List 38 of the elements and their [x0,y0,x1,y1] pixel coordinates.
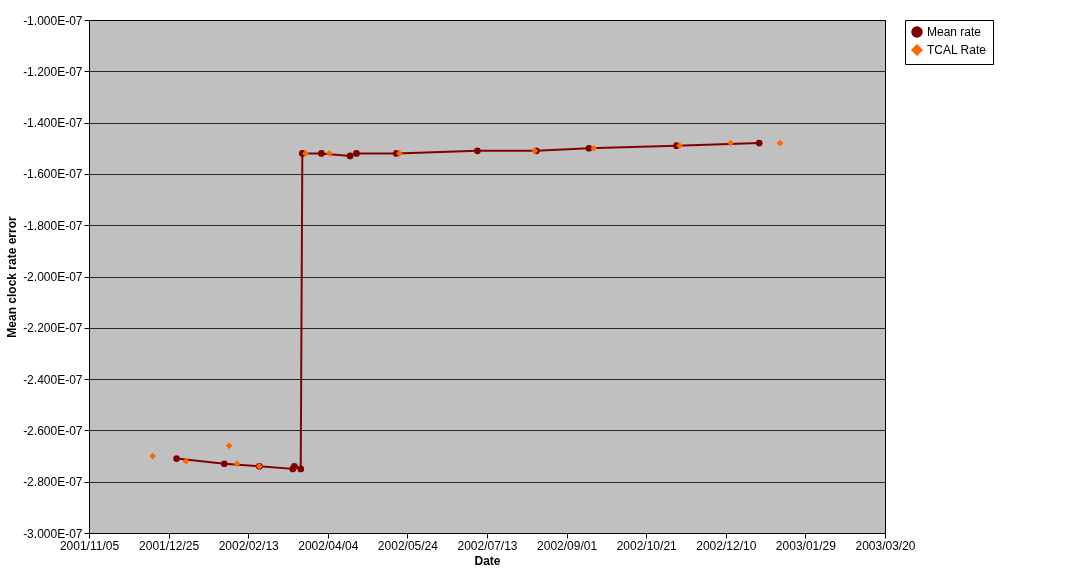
point [233,460,241,468]
x-tick-label: 2001/11/05 [59,538,120,553]
y-tick-label: -2.600E-07 [23,423,83,438]
x-tick-label: 2002/10/21 [616,538,678,553]
y-tick-label: -3.000E-07 [23,526,83,541]
y-tick-label: -1.600E-07 [23,167,83,182]
x-tick-label: 2001/12/25 [139,538,200,553]
y-tick-label: -2.000E-07 [23,270,83,284]
x-tick-label: 2002/12/10 [696,538,757,553]
y-tick-label: -2.200E-07 [23,321,83,336]
x-tick-label: 2002/04/04 [298,538,359,553]
x-tick-label: 2003/03/20 [855,538,916,553]
point [225,442,233,450]
x-tick-label: 2002/07/13 [457,538,518,553]
y-tick-label: -1.800E-07 [23,218,83,233]
x-tick-label: 2003/01/29 [775,538,837,553]
point [776,139,784,147]
point [149,452,157,460]
point [590,144,598,152]
point [182,457,190,465]
y-tick-label: -1.200E-07 [23,64,83,79]
y-tick-label: -2.400E-07 [23,372,83,387]
x-tick-label: 2002/05/24 [377,538,439,553]
point [353,150,360,157]
legend-label: Mean rate [927,25,982,39]
point [318,150,325,157]
x-axis-title: Date [474,553,501,568]
point [727,139,734,147]
x-tick-label: 2002/09/01 [537,538,598,553]
legend-label: TCAL Rate [927,43,987,57]
point [396,150,403,157]
y-tick-label: -1.400E-07 [23,116,83,131]
y-tick-label: -1.000E-07 [23,13,83,28]
y-axis-title: Mean clock rate error [5,215,20,338]
point [173,455,180,462]
x-tick-label: 2002/02/13 [218,538,280,553]
point [326,150,333,157]
y-tick-label: -2.800E-07 [23,475,83,490]
